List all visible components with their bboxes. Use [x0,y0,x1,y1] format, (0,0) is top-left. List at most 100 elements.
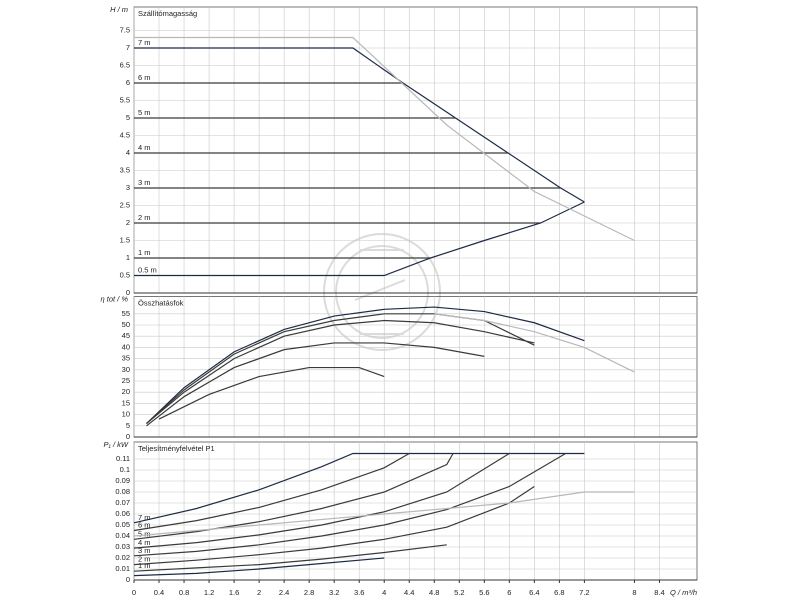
curve [158,366,385,420]
curve [133,544,447,572]
y-axis-label: η tot / % [100,295,128,304]
y-tick-label: 0.06 [115,509,130,518]
y-tick-label: 0 [126,575,130,584]
y-tick-label: 0.05 [115,520,130,529]
y-tick-label: 35 [122,354,130,363]
panel-title: Összhatásfok [138,299,184,308]
y-tick-label: 6.5 [120,60,130,69]
y-tick-label: 1 [126,253,130,262]
series-label: 1 m [138,248,151,257]
x-tick-label: 4 [382,588,386,597]
series-label: 4 m [138,143,151,152]
x-tick-label: 5.6 [479,588,489,597]
y-tick-label: 0.01 [115,564,130,573]
y-axis-label: P₁ / kW [104,440,129,449]
y-tick-label: 5.5 [120,95,130,104]
x-tick-label: 6.8 [554,588,564,597]
plot-frame [133,6,698,294]
x-tick-label: 5.2 [454,588,464,597]
y-tick-label: 50 [122,320,130,329]
curve [133,485,535,566]
x-tick-label: 6.4 [529,588,539,597]
x-tick-label: 1.6 [229,588,239,597]
curve [133,452,566,557]
y-tick-label: 0.11 [116,454,130,463]
curve [133,452,410,532]
y-tick-label: 0.09 [115,476,130,485]
curve [133,491,635,537]
y-tick-label: 0 [126,288,130,297]
series-label: 3 m [138,178,151,187]
y-tick-label: 30 [122,365,130,374]
series-label: 7 m [138,38,151,47]
y-tick-label: 3 [126,183,130,192]
x-tick-label: 4.4 [404,588,414,597]
series-label: 5 m [138,529,151,538]
curve [434,313,635,373]
x-tick-label: 2.8 [304,588,314,597]
curve [133,557,385,577]
series-label: 6 m [138,73,151,82]
x-axis-label: Q / m³/h [670,588,697,597]
y-tick-label: 0 [126,432,130,441]
x-tick-label: 0.4 [154,588,164,597]
x-tick-label: 2.4 [279,588,289,597]
x-tick-label: 0 [132,588,136,597]
series-label: 2 m [138,213,151,222]
x-tick-label: 7.2 [579,588,589,597]
x-tick-label: 8.4 [654,588,664,597]
y-tick-label: 7 [126,43,130,52]
curve [133,452,510,549]
series-label: 3 m [138,546,151,555]
y-tick-label: 0.5 [120,270,130,279]
curve [134,36,635,242]
x-tick-label: 6 [507,588,511,597]
y-tick-label: 25 [122,376,130,385]
y-tick-label: 3.5 [120,165,130,174]
y-tick-label: 0.02 [115,553,130,562]
curve [133,453,454,540]
x-tick-label: 0.8 [179,588,189,597]
plot-frame [133,296,698,438]
series-label: 4 m [138,538,151,547]
y-tick-label: 10 [122,410,130,419]
y-axis-label: H / m [110,5,128,14]
y-tick-label: 2 [126,218,130,227]
y-tick-label: 4 [126,148,130,157]
y-tick-label: 2.5 [120,200,130,209]
series-label: 5 m [138,108,151,117]
y-tick-label: 6 [126,78,130,87]
watermark [323,233,441,351]
x-tick-label: 3.2 [329,588,339,597]
series-label: 7 m [138,513,151,522]
y-tick-label: 0.04 [115,531,130,540]
y-tick-label: 0.03 [115,542,130,551]
x-tick-label: 2 [257,588,261,597]
y-tick-label: 15 [122,398,130,407]
curve [146,319,535,425]
y-tick-label: 20 [122,387,130,396]
curve [146,342,485,427]
y-tick-label: 45 [122,331,130,340]
y-tick-label: 7.5 [120,25,130,34]
x-tick-label: 1.2 [204,588,214,597]
panel-title: Szállítómagasság [138,9,197,18]
y-tick-label: 0.07 [115,498,130,507]
series-label: 0.5 m [138,265,157,274]
curve [146,306,585,424]
y-tick-label: 4.5 [120,130,130,139]
y-tick-label: 5 [126,113,130,122]
y-tick-label: 0.08 [115,487,130,496]
x-tick-label: 8 [632,588,636,597]
y-tick-label: 1.5 [120,235,130,244]
x-tick-label: 3.6 [354,588,364,597]
series-label: 6 m [138,520,151,529]
y-tick-label: 0.1 [120,465,130,474]
series-label: 2 m [138,555,151,564]
curve [133,452,585,524]
y-tick-label: 5 [126,421,130,430]
curve [134,201,585,277]
y-tick-label: 40 [122,342,130,351]
y-tick-label: 55 [122,309,130,318]
